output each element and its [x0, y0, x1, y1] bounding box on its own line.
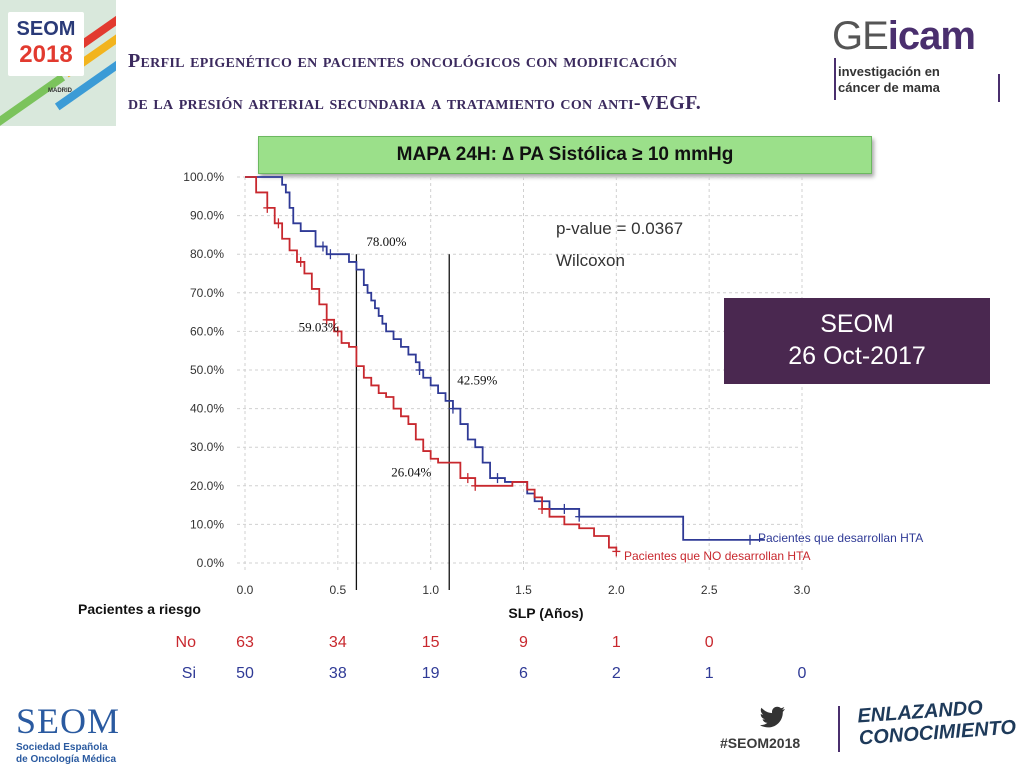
- seom-date-box: SEOM 26 Oct-2017: [724, 298, 990, 384]
- y-tick-label: 20.0%: [190, 479, 224, 493]
- test-name-label: Wilcoxon: [556, 251, 625, 270]
- risk-table-cell: 0: [705, 634, 714, 651]
- risk-table-cell: 50: [236, 665, 254, 682]
- slide-title-line2: de la presión arterial secundaria a trat…: [128, 92, 702, 114]
- seom-box-title: SEOM: [820, 310, 894, 338]
- y-tick-label: 0.0%: [197, 556, 225, 570]
- logo-text-city: MADRID: [48, 88, 72, 94]
- percent-annotation: 42.59%: [457, 373, 497, 388]
- risk-table-cell: 6: [519, 665, 528, 682]
- hashtag-text: #SEOM2018: [720, 735, 801, 751]
- y-tick-label: 50.0%: [190, 363, 224, 377]
- risk-table-cell: 0: [798, 665, 807, 682]
- seom2018-logo: SEOM 2018 MADRID: [0, 0, 116, 126]
- risk-table-cell: 19: [422, 665, 440, 682]
- footer-separator: [838, 706, 840, 752]
- x-tick-label: 1.5: [515, 583, 532, 597]
- x-tick-label: 2.5: [701, 583, 718, 597]
- geicam-wordmark: GEicam: [832, 14, 976, 58]
- risk-table-cell: 15: [422, 634, 440, 651]
- risk-table-cell: 63: [236, 634, 254, 651]
- x-tick-label: 0.5: [329, 583, 346, 597]
- risk-row-label: No: [176, 634, 197, 651]
- twitter-bird-icon: [760, 706, 785, 728]
- percent-annotation: 59.03%: [299, 319, 339, 334]
- y-tick-label: 90.0%: [190, 209, 224, 223]
- seom-box-date: 26 Oct-2017: [788, 342, 926, 370]
- seom-footer-logo: SEOM Sociedad Española de Oncología Médi…: [16, 700, 120, 766]
- percent-annotation: 78.00%: [366, 234, 406, 249]
- percent-annotation: 26.04%: [391, 464, 431, 479]
- y-tick-label: 60.0%: [190, 324, 224, 338]
- y-tick-label: 30.0%: [190, 440, 224, 454]
- risk-row-label: Si: [182, 665, 196, 682]
- x-tick-label: 1.0: [422, 583, 439, 597]
- logo-text-seom: SEOM: [16, 18, 76, 40]
- y-tick-label: 100.0%: [183, 170, 224, 184]
- x-axis-label: SLP (Años): [508, 605, 583, 621]
- y-tick-label: 80.0%: [190, 247, 224, 261]
- risk-table-cell: 1: [612, 634, 621, 651]
- risk-table-cell: 9: [519, 634, 528, 651]
- legend-series-1: Pacientes que desarrollan HTA: [758, 531, 923, 545]
- y-tick-label: 70.0%: [190, 286, 224, 300]
- risk-table-title: Pacientes a riesgo: [78, 601, 201, 617]
- logo-text-year: 2018: [19, 41, 73, 68]
- mapa-label-box: MAPA 24H: ∆ PA Sistólica ≥ 10 mmHg: [258, 136, 872, 174]
- risk-table-cell: 34: [329, 634, 347, 651]
- risk-table-cell: 38: [329, 665, 347, 682]
- geicam-tagline-1: investigación en: [838, 64, 940, 79]
- slide-title-line1: Perfil epigenético en pacientes oncológi…: [128, 50, 678, 72]
- x-tick-label: 2.0: [608, 583, 625, 597]
- x-tick-label: 0.0: [237, 583, 254, 597]
- p-value-label: p-value = 0.0367: [556, 219, 683, 238]
- geicam-tagline-2: cáncer de mama: [838, 80, 940, 95]
- y-tick-label: 40.0%: [190, 402, 224, 416]
- footer-seom-text: SEOM: [16, 701, 121, 741]
- risk-table-cell: 1: [705, 665, 714, 682]
- risk-table-cell: 2: [612, 665, 621, 682]
- footer-seom-sub1: Sociedad Española: [16, 742, 108, 753]
- y-tick-label: 10.0%: [190, 517, 224, 531]
- geicam-logo: GEicam investigación en cáncer de mama: [832, 14, 1002, 102]
- x-tick-label: 3.0: [794, 583, 811, 597]
- slide-title: Perfil epigenético en pacientes oncológi…: [128, 40, 828, 124]
- footer-seom-sub2: de Oncología Médica: [16, 754, 117, 765]
- legend-series-2: Pacientes que NO desarrollan HTA: [624, 549, 811, 563]
- survival-chart: 0.0% 10.0% 20.0% 30.0% 40.0% 50.0% 60.0% 70.0% 8…: [78, 170, 923, 682]
- footer-slogan: ENLAZANDO CONOCIMIENTO: [857, 695, 1017, 750]
